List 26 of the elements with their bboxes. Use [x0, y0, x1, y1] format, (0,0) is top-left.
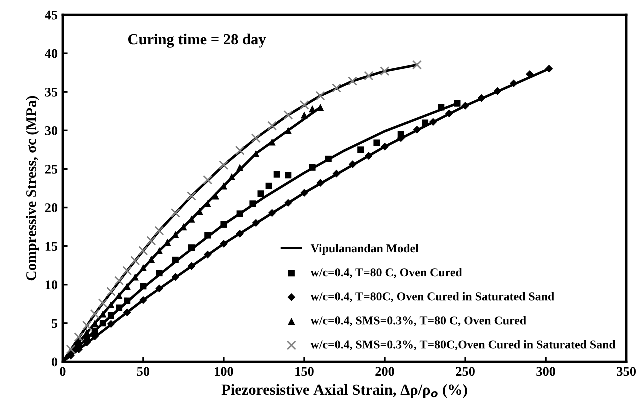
y-tick-label: 45 — [45, 10, 58, 20]
legend-label: w/c=0.4, T=80C, Oven Cured in Saturated Sand — [310, 292, 554, 302]
y-tick-label: 35 — [45, 88, 58, 97]
legend-label: w/c=0.4, T=80 C, Oven Cured — [310, 268, 462, 278]
x-tick-label: 150 — [296, 367, 314, 376]
x-tick-label: 0 — [60, 367, 66, 376]
y-tick-label: 40 — [45, 49, 58, 58]
y-tick-label: 15 — [46, 242, 58, 252]
x-tick-label: 250 — [456, 367, 475, 376]
annotation: Curing time = 28 day — [128, 34, 266, 48]
x-tick-label: 200 — [376, 367, 394, 376]
legend-label: w/c=0.4, SMS=0.3%, T=80C,Oven Cured in Saturated Sand — [310, 340, 616, 351]
x-tick-label: 50 — [137, 367, 150, 376]
y-tick-label: 5 — [52, 319, 58, 328]
x-tick-label: 100 — [215, 367, 234, 376]
y-tick-label: 30 — [45, 126, 58, 136]
y-tick-label: 25 — [45, 165, 58, 174]
y-axis-title: Compressive Stress, σc (MPa) — [26, 96, 40, 281]
y-tick-label: 20 — [45, 204, 58, 212]
x-tick-label: 300 — [536, 367, 556, 376]
y-tick-label: 10 — [46, 280, 58, 290]
y-tick-label: 0 — [52, 358, 58, 367]
legend-label: w/c=0.4, SMS=0.3%, T=80 C, Oven Cured — [310, 316, 526, 326]
x-axis-title: Piezoresistive Axial Strain, Δρ/ρ$_{o}$ (%) — [222, 384, 468, 398]
x-tick-label: 350 — [617, 367, 636, 376]
legend-label: Vipulanandan Model — [310, 244, 419, 256]
